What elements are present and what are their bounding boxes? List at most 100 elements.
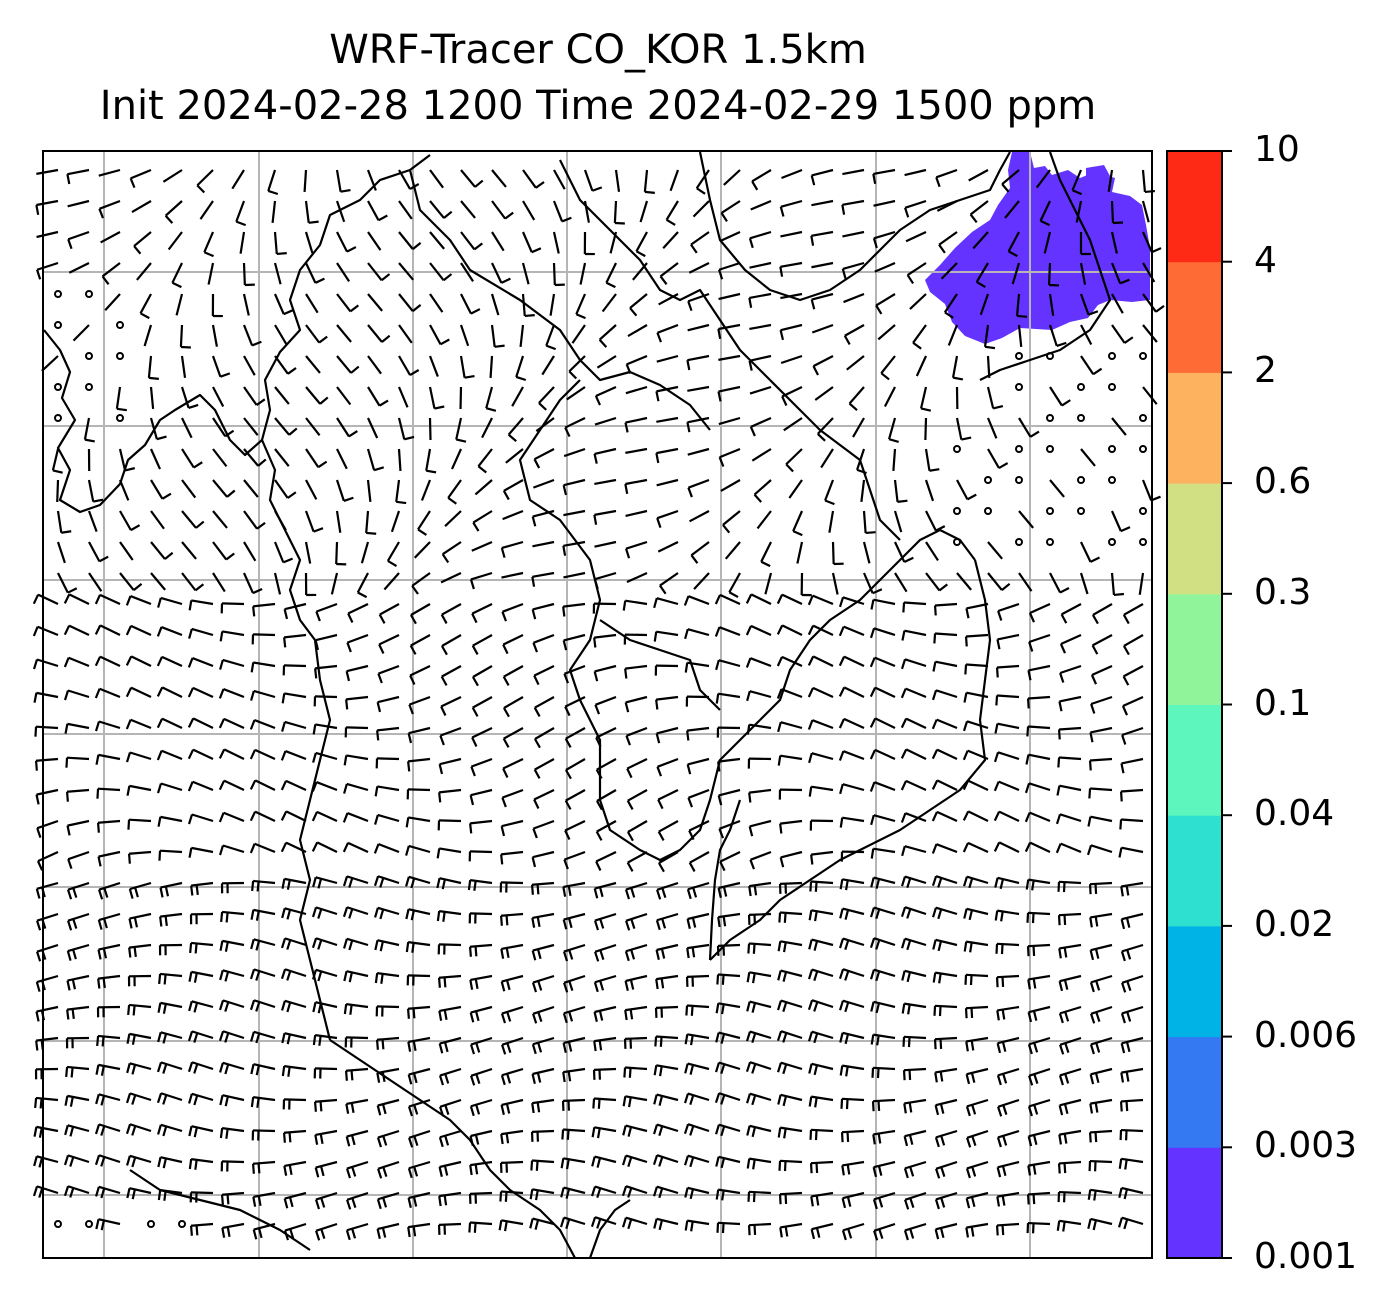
wind-barb: [535, 417, 555, 432]
wind-barb: [963, 691, 989, 703]
wind-barb: [874, 261, 896, 273]
wind-barb: [221, 1222, 245, 1238]
wind-barb: [471, 634, 493, 655]
wind-barb: [652, 1123, 679, 1137]
wind-barb: [903, 1129, 927, 1147]
border-korea: [769, 379, 901, 541]
wind-barb: [128, 881, 152, 899]
colorbar-tick-label: 0.003: [1254, 1125, 1358, 1167]
wind-barb: [779, 1222, 803, 1238]
wind-barb: [779, 850, 803, 868]
wind-barb: [924, 448, 940, 472]
wind-barb: [468, 1191, 493, 1204]
wind-barb: [659, 262, 679, 285]
wind-barb: [344, 726, 369, 738]
wind-barb: [810, 850, 834, 865]
wind-barb: [779, 199, 803, 217]
wind-barb: [747, 757, 772, 769]
wind-barb: [188, 1092, 214, 1106]
wind-barb: [41, 355, 59, 372]
wind-barb: [66, 1005, 90, 1020]
wind-barb: [342, 906, 369, 919]
wind-barb: [714, 593, 741, 606]
wind-barb: [97, 974, 121, 989]
wind-barb: [281, 1065, 307, 1077]
wind-barb: [314, 1129, 338, 1145]
wind-barb: [94, 593, 121, 605]
wind-barb: [656, 416, 679, 423]
wind-barb: [684, 1186, 710, 1200]
wind-barb: [862, 541, 871, 564]
wind-barb: [505, 448, 524, 464]
wind-barb: [533, 696, 555, 717]
wind-barb: [56, 510, 72, 534]
wind-barb: [149, 448, 161, 470]
wind-barb: [716, 1221, 741, 1234]
wind-barb: [101, 262, 121, 285]
calm-wind-circle: [1108, 476, 1116, 484]
wind-barb: [125, 751, 152, 763]
wind-barb: [605, 262, 617, 289]
wind-barb: [541, 355, 555, 376]
wind-barb: [406, 1005, 431, 1019]
wind-barb: [591, 1126, 617, 1139]
wind-barb: [749, 323, 772, 331]
wind-barb: [239, 231, 246, 254]
wind-barb: [428, 386, 445, 410]
wind-barb: [1059, 664, 1082, 683]
calm-wind-circle: [54, 321, 62, 329]
wind-barb: [1027, 974, 1051, 990]
wind-barb: [869, 656, 896, 668]
wind-barb: [460, 262, 474, 282]
wind-barb: [127, 974, 152, 987]
wind-barb: [366, 169, 377, 191]
wind-barb: [126, 1154, 152, 1168]
colorbar-segment: [1167, 151, 1222, 263]
wind-barb: [242, 293, 250, 316]
wind-barb: [717, 385, 741, 402]
wind-barb: [65, 1036, 90, 1049]
wind-barb: [966, 1129, 989, 1148]
wind-barb: [335, 169, 351, 193]
wind-barb: [187, 1030, 214, 1043]
wind-barb: [993, 780, 1020, 792]
map-area: [32, 151, 1165, 1259]
wind-barb: [964, 1005, 989, 1019]
wind-barb: [1027, 664, 1051, 681]
wind-barb: [280, 810, 307, 822]
wind-barb: [313, 695, 338, 707]
wind-barb: [1107, 169, 1114, 192]
wind-barb: [563, 509, 586, 517]
wind-barb: [1090, 1005, 1113, 1024]
wind-barb: [345, 1222, 369, 1241]
wind-barb: [1056, 784, 1082, 796]
wind-barb: [609, 231, 618, 254]
wind-barb: [753, 479, 772, 503]
wind-barb: [687, 788, 710, 808]
wind-barb: [1087, 1217, 1113, 1231]
wind-barb: [693, 572, 710, 590]
wind-barb: [1049, 479, 1065, 498]
wind-barb: [925, 572, 948, 592]
wind-barb: [281, 877, 307, 890]
wind-barb: [1122, 603, 1144, 625]
wind-barb: [63, 1154, 90, 1167]
wind-barb: [249, 810, 276, 822]
wind-barb: [1058, 695, 1082, 712]
wind-barb: [624, 478, 648, 495]
wind-barb: [67, 199, 90, 208]
wind-barb: [687, 323, 710, 332]
wind-barb: [211, 324, 218, 347]
wind-barb: [931, 810, 958, 823]
wind-barb: [212, 386, 225, 408]
wind-barb: [995, 942, 1020, 955]
wind-barb: [437, 1222, 462, 1235]
wind-barb: [374, 939, 400, 952]
wind-barb: [690, 231, 710, 254]
wind-barb: [807, 624, 834, 636]
wind-barb: [83, 417, 95, 443]
wind-barb: [376, 1129, 400, 1148]
wind-barb: [689, 510, 710, 523]
wind-barb: [212, 572, 226, 593]
wind-barb: [686, 943, 710, 959]
